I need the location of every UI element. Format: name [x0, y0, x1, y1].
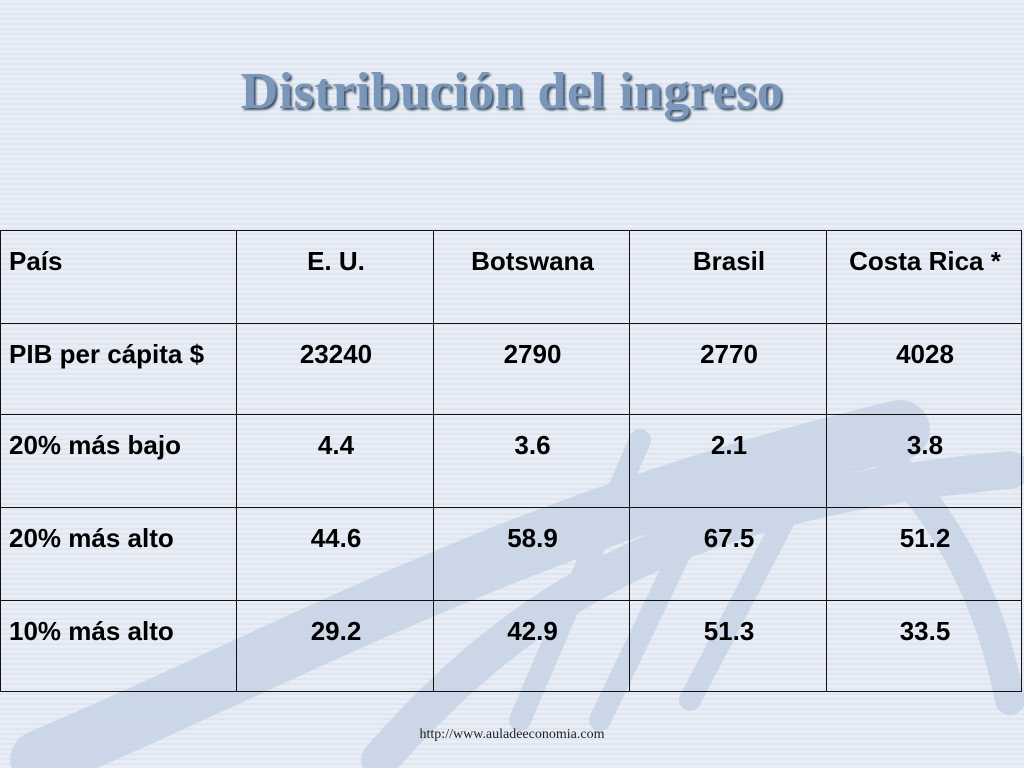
table-cell: 58.9: [433, 507, 630, 601]
header-cell-usa: E. U.: [236, 230, 434, 324]
table-row-lowest-20: 20% más bajo 4.4 3.6 2.1 3.8: [0, 414, 1022, 508]
table-cell: 4.4: [236, 414, 434, 508]
table-cell: 67.5: [629, 507, 827, 601]
row-label: 20% más bajo: [0, 414, 237, 508]
table-header-row: País E. U. Botswana Brasil Costa Rica *: [0, 230, 1022, 324]
table-cell: 3.6: [433, 414, 630, 508]
table-cell: 3.8: [826, 414, 1022, 508]
header-cell-costa-rica: Costa Rica *: [826, 230, 1022, 324]
table-cell: 2.1: [629, 414, 827, 508]
table-cell: 44.6: [236, 507, 434, 601]
row-label: 10% más alto: [0, 600, 237, 692]
header-cell-country: País: [0, 230, 237, 324]
table-cell: 29.2: [236, 600, 434, 692]
table-cell: 51.3: [629, 600, 827, 692]
table-row-highest-20: 20% más alto 44.6 58.9 67.5 51.2: [0, 507, 1022, 601]
table-cell: 42.9: [433, 600, 630, 692]
header-cell-brasil: Brasil: [629, 230, 827, 324]
row-label: 20% más alto: [0, 507, 237, 601]
table-cell: 2770: [629, 323, 827, 415]
source-url-footer: http://www.auladeeconomia.com: [419, 727, 605, 742]
table-cell: 33.5: [826, 600, 1022, 692]
table-row-highest-10: 10% más alto 29.2 42.9 51.3 33.5: [0, 600, 1022, 692]
slide-title: Distribución del ingreso: [240, 63, 784, 120]
table-cell: 2790: [433, 323, 630, 415]
table-cell: 23240: [236, 323, 434, 415]
table-cell: 4028: [826, 323, 1022, 415]
row-label: PIB per cápita $: [0, 323, 237, 415]
table-row-gdp-per-capita: PIB per cápita $ 23240 2790 2770 4028: [0, 323, 1022, 415]
header-cell-botswana: Botswana: [433, 230, 630, 324]
table-cell: 51.2: [826, 507, 1022, 601]
income-distribution-table: País E. U. Botswana Brasil Costa Rica * …: [0, 230, 1022, 692]
